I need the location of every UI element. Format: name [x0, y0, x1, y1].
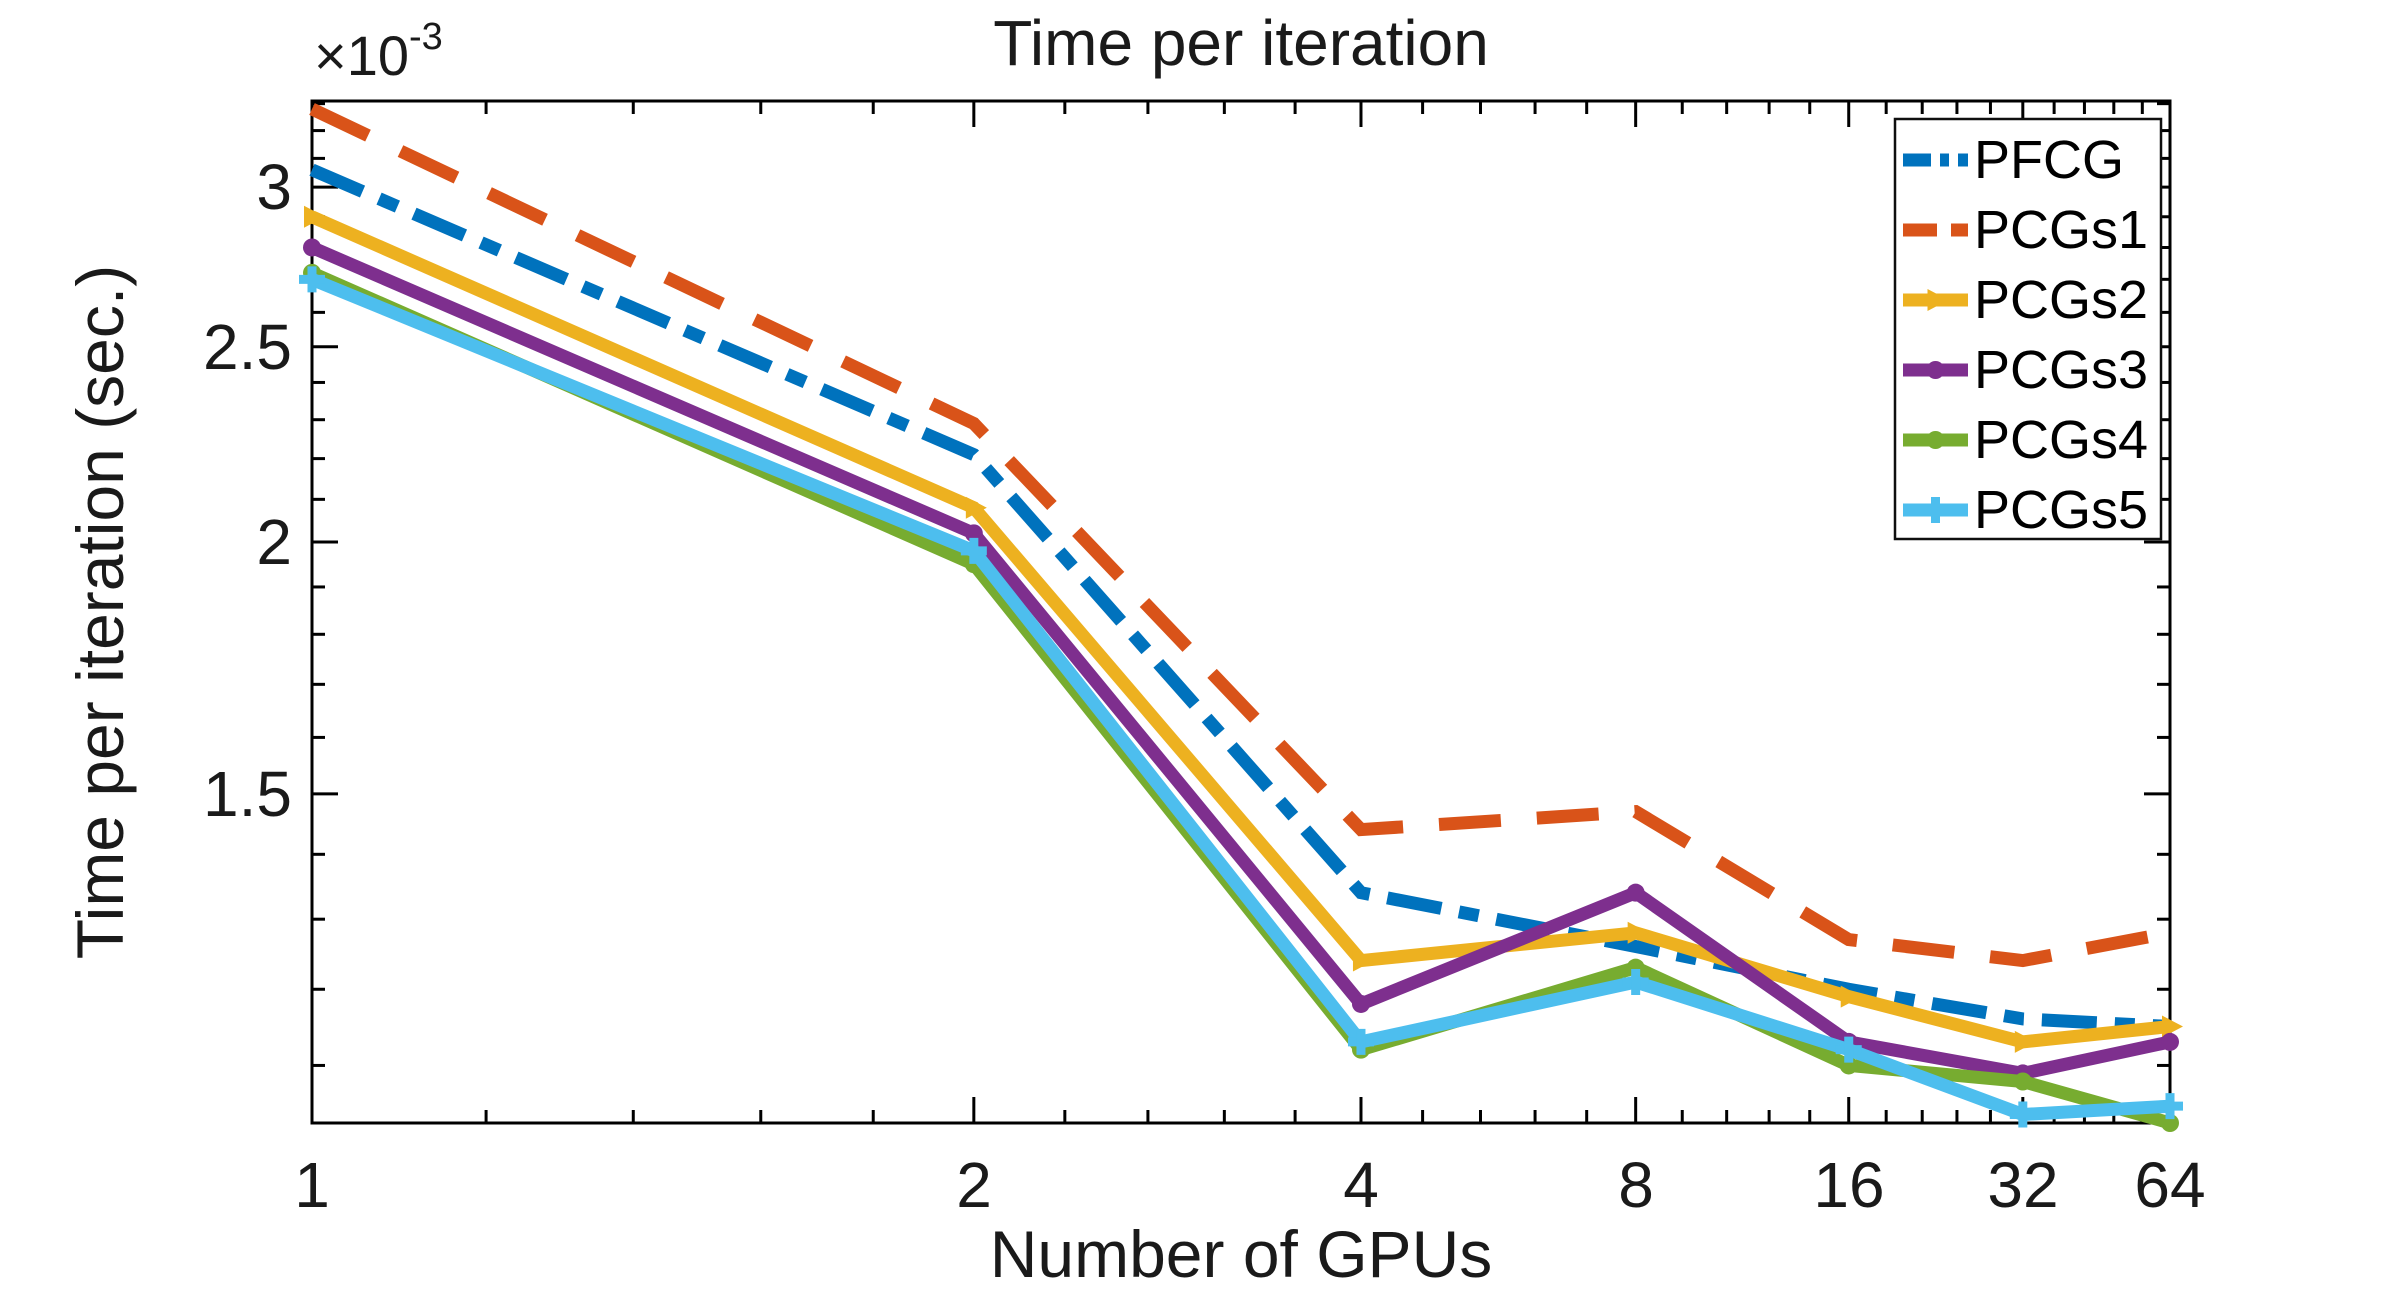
series-marker-PCGs4 — [2013, 1072, 2032, 1091]
y-axis-exponent-base: ×10 — [314, 24, 409, 87]
legend-marker-PCGs4 — [1926, 431, 1945, 449]
legend-marker-PCGs3 — [1926, 361, 1945, 379]
series-marker-PCGs2 — [965, 496, 987, 519]
series-marker-PCGs2 — [1840, 985, 1862, 1008]
series-line-PFCG — [309, 163, 2171, 1033]
x-axis-title: Number of GPUs — [989, 1217, 1493, 1291]
series-line-PCGs3 — [309, 241, 2172, 1081]
legend-box — [1893, 117, 2163, 541]
series-marker-PCGs3 — [2161, 1032, 2179, 1051]
series-marker-PCGs3 — [303, 238, 321, 257]
series-marker-PCGs2 — [1627, 921, 1649, 944]
plot-box — [310, 99, 2172, 1125]
y-axis-exponent: ×10-3 — [314, 16, 443, 88]
series-marker-PCGs3 — [1626, 883, 1645, 902]
chart-title: Time per iteration — [993, 7, 1489, 79]
series-line-PCGs1 — [309, 103, 2172, 968]
series-marker-PCGs3 — [964, 524, 983, 543]
series-marker-PCGs2 — [2162, 1015, 2183, 1038]
series-marker-PCGs2 — [1352, 949, 1374, 972]
series-marker-PCGs3 — [1351, 994, 1370, 1013]
series-line-PCGs2 — [309, 210, 2171, 1049]
series-marker-PCGs2 — [2014, 1030, 2036, 1053]
series-marker-PCGs2 — [304, 205, 325, 228]
legend-marker-PCGs2 — [1927, 289, 1949, 311]
y-axis-title: Time per iteration (sec.) — [63, 264, 137, 960]
y-axis-exponent-power: -3 — [409, 16, 443, 58]
